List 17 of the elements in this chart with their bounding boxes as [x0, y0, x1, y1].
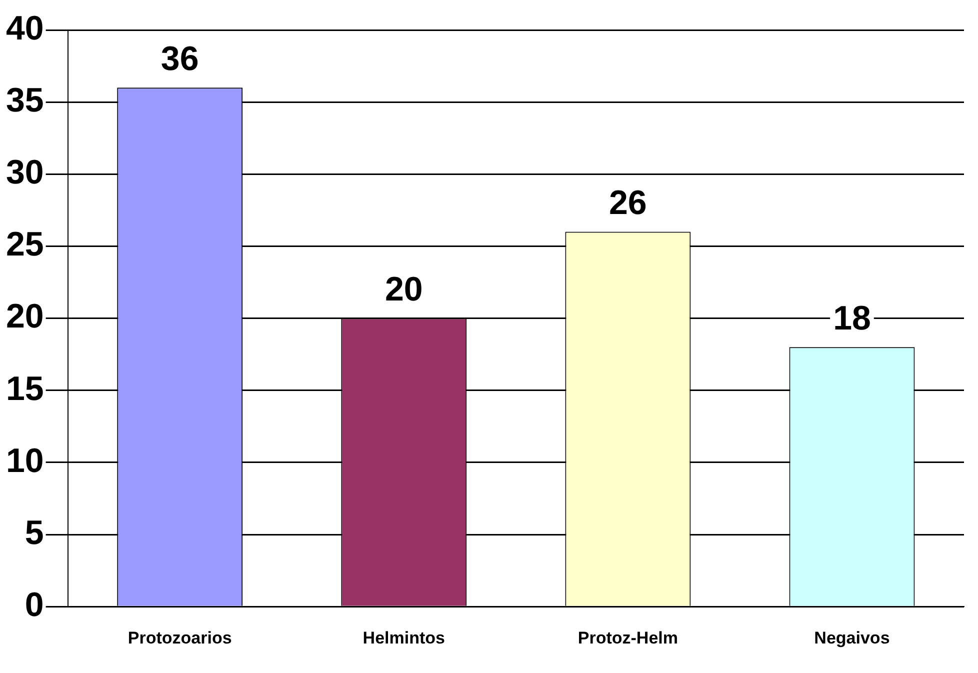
- y-tick-label: 15: [6, 370, 44, 408]
- data-label: 26: [609, 184, 647, 222]
- x-tick-label: Negaivos: [814, 628, 890, 648]
- data-label: 18: [833, 300, 871, 338]
- y-tick-label: 40: [6, 9, 44, 48]
- y-tick-label: 35: [6, 81, 44, 120]
- x-tick-label: Helmintos: [362, 628, 445, 648]
- y-tick-label: 5: [24, 514, 44, 552]
- y-tick-label: 20: [6, 298, 44, 336]
- x-tick-label: Protoz-Helm: [578, 628, 678, 648]
- data-label: 36: [160, 40, 199, 78]
- y-tick-label: 0: [24, 586, 44, 624]
- x-tick-label: Protozoarios: [128, 628, 232, 648]
- y-tick-label: 30: [6, 154, 44, 192]
- y-tick-label: 10: [6, 442, 44, 480]
- y-tick-label: 25: [6, 226, 44, 264]
- data-label: 20: [384, 270, 423, 309]
